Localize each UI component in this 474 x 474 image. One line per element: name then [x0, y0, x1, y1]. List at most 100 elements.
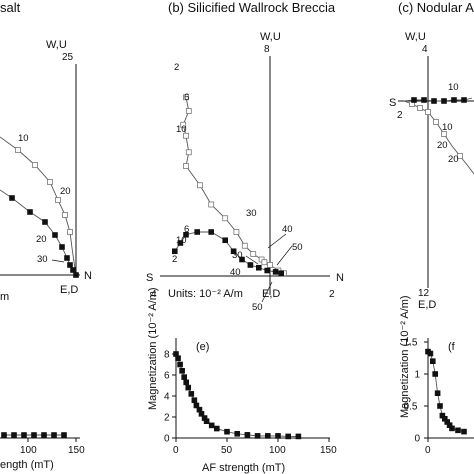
panel-f-panel-label: (f [448, 341, 456, 353]
panel-b-filled-point [255, 264, 262, 271]
panel-a-point [59, 244, 65, 250]
panel-e-point [191, 397, 198, 404]
panel-e-y-tick-label: 8 [164, 350, 170, 361]
panel-c-step-label: 20 [437, 140, 448, 151]
panel-e: Magnetization (10⁻² A/m) (e) AF strength… [147, 287, 337, 474]
panel-e-y-tick-label: 6 [164, 371, 170, 382]
panel-f-y-tick-label: 1.5 [404, 338, 418, 349]
panel-f-point [427, 350, 434, 357]
panel-f-point [434, 390, 441, 397]
panel-a-point [15, 147, 21, 153]
panel-b-open-point [183, 163, 189, 169]
panel-f-y-tick-label: 0.5 [404, 402, 418, 413]
panel-f-x-tick-label: 0 [425, 445, 431, 456]
panel-a-units: m [0, 291, 9, 303]
panel-f-point [437, 403, 443, 409]
panel-e-point [177, 361, 183, 368]
panel-f-y-tick-label: 1 [415, 370, 421, 381]
panel-e-panel-label: (e) [196, 341, 209, 353]
panel-c-step-label: 10 [448, 82, 459, 93]
panel-e-point [285, 433, 292, 440]
panel-b-leader [245, 255, 259, 265]
panel-c-point [421, 97, 427, 103]
panel-b-top-label: W,U [260, 31, 281, 43]
panel-b-step-label: 40 [282, 224, 293, 235]
panel-a-point [27, 209, 33, 215]
panel-b: (b) Silicified Wallrock Breccia W,U 8 S … [146, 0, 344, 313]
panel-f-point [429, 358, 436, 365]
panel-e-point [234, 430, 240, 437]
panel-d-point [11, 432, 17, 438]
panel-b-open-point [250, 251, 257, 257]
panel-c-top-tick: 4 [422, 44, 428, 55]
panel-a-point [64, 255, 70, 261]
panel-e-x-tick-label: 100 [269, 445, 286, 456]
panel-b-bottom-label: E,D [262, 288, 280, 300]
panel-a-point [32, 162, 38, 168]
panel-d-point [21, 432, 27, 438]
panel-c-point [411, 97, 417, 103]
panel-b-marks [172, 94, 287, 277]
panel-b-filled-point [194, 229, 200, 235]
panel-b-open-point [261, 259, 268, 266]
panel-b-filled-point [222, 237, 228, 244]
panel-e-y-tick-label: 4 [164, 392, 170, 403]
panel-e-point [175, 355, 181, 362]
panel-a: salt W,U 25 N E,D m 10 20 20 30 [0, 0, 92, 303]
panel-c-point [457, 153, 463, 159]
panel-c-open-path [403, 100, 474, 175]
panel-b-right-label: N [336, 272, 344, 284]
panel-e-point [254, 433, 261, 439]
panel-c-point [433, 119, 439, 125]
panel-a-step-label: 30 [37, 254, 48, 265]
panel-b-leader [267, 233, 287, 249]
panel-b-open-point [267, 262, 273, 268]
panel-a-point [62, 212, 68, 218]
panel-e-point [203, 418, 210, 425]
panel-b-step-label: 6 [184, 224, 189, 235]
panel-f: Magnetization (10⁻² A/m) (f 0 0.5 1 1.5 0 [399, 295, 474, 456]
panel-e-point [295, 433, 302, 440]
panel-b-open-point [233, 229, 240, 235]
panel-a-point [70, 267, 76, 273]
panel-d-point [51, 432, 57, 438]
panel-b-step-label: 10 [176, 235, 187, 246]
panel-a-point [73, 272, 79, 278]
panel-e-point [181, 374, 187, 380]
panel-e-point [224, 428, 230, 435]
panel-c-left-tick: 2 [397, 110, 403, 121]
panel-b-filled-point [172, 248, 178, 255]
panel-b-step-label: 30 [246, 208, 257, 219]
panel-e-x-tick-label: 50 [221, 445, 233, 456]
panel-e-ticks: 0 50 100 150 0 2 4 6 8 [164, 350, 337, 457]
panel-d-point [31, 432, 37, 438]
panel-d-tick-label: 150 [68, 445, 85, 456]
panel-a-bottom-label: E,D [60, 284, 78, 296]
panel-b-top-tick: 8 [264, 44, 270, 55]
panel-b-filled-path [174, 231, 282, 274]
panel-c-bottom-tick: 12 [418, 288, 430, 299]
panel-f-point [449, 425, 455, 432]
panel-a-top-label: W,U [46, 39, 67, 51]
panel-d-point [41, 432, 47, 438]
panel-d-tick-label: 100 [20, 445, 37, 456]
panel-c-step-label: 20 [448, 154, 459, 165]
panel-c-left-label: S [389, 97, 396, 109]
panel-b-title: (b) Silicified Wallrock Breccia [168, 0, 336, 15]
panel-b-open-point [241, 242, 248, 249]
panel-c-title: (c) Nodular A [398, 0, 474, 15]
panel-b-open-point [185, 108, 192, 114]
panel-b-step-label: 50 [252, 302, 263, 313]
panel-b-filled-point [278, 270, 285, 277]
panel-e-ylabel: Magnetization (10⁻² A/m) [147, 287, 159, 410]
panel-f-point [432, 371, 439, 377]
panel-c-point [425, 109, 431, 115]
panel-c-point [417, 105, 423, 111]
panel-b-step-label: 50 [292, 242, 303, 253]
panel-b-open-point [183, 94, 189, 101]
panel-a-point [42, 219, 48, 225]
panel-d: 100 150 ength (mT) [0, 432, 85, 471]
panel-f-marks [425, 348, 467, 435]
panel-c-top-label: W,U [405, 31, 426, 43]
